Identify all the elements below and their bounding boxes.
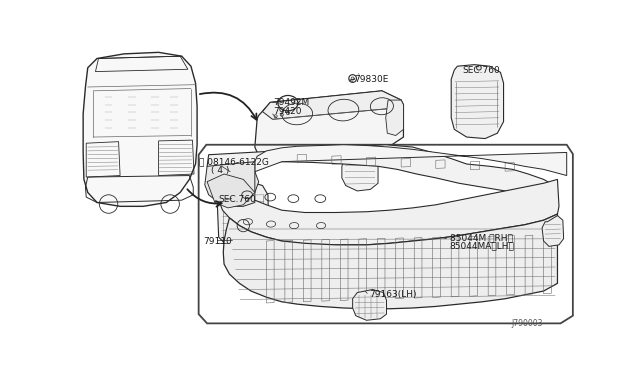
Text: ◦: ◦ bbox=[356, 73, 360, 78]
Polygon shape bbox=[451, 65, 504, 139]
Text: SEC.760: SEC.760 bbox=[462, 66, 500, 75]
Text: 79492M: 79492M bbox=[273, 98, 310, 107]
Polygon shape bbox=[205, 162, 255, 206]
Polygon shape bbox=[542, 216, 564, 246]
Polygon shape bbox=[207, 145, 557, 206]
Polygon shape bbox=[223, 214, 557, 309]
Text: Ⓑ 08146-6122G: Ⓑ 08146-6122G bbox=[198, 157, 269, 166]
Polygon shape bbox=[217, 181, 269, 247]
Text: ( 4 ): ( 4 ) bbox=[211, 166, 229, 175]
Polygon shape bbox=[207, 166, 259, 200]
Polygon shape bbox=[255, 145, 566, 176]
Text: 79830E: 79830E bbox=[354, 76, 388, 84]
Polygon shape bbox=[353, 289, 387, 320]
Polygon shape bbox=[255, 91, 403, 160]
Polygon shape bbox=[83, 52, 197, 206]
Text: J790003: J790003 bbox=[511, 319, 543, 328]
Text: 79110: 79110 bbox=[204, 237, 232, 246]
Text: SEC.760: SEC.760 bbox=[218, 195, 255, 204]
Text: 79163(LH): 79163(LH) bbox=[369, 290, 417, 299]
Polygon shape bbox=[207, 174, 255, 208]
Polygon shape bbox=[342, 155, 378, 191]
Text: -: - bbox=[351, 76, 355, 84]
Polygon shape bbox=[220, 179, 559, 245]
Text: 85044M 〈RH〉: 85044M 〈RH〉 bbox=[450, 233, 513, 242]
Text: 79420: 79420 bbox=[273, 107, 302, 116]
Polygon shape bbox=[386, 100, 403, 135]
Text: 85044MA〈LH〉: 85044MA〈LH〉 bbox=[450, 242, 515, 251]
Polygon shape bbox=[262, 91, 401, 119]
